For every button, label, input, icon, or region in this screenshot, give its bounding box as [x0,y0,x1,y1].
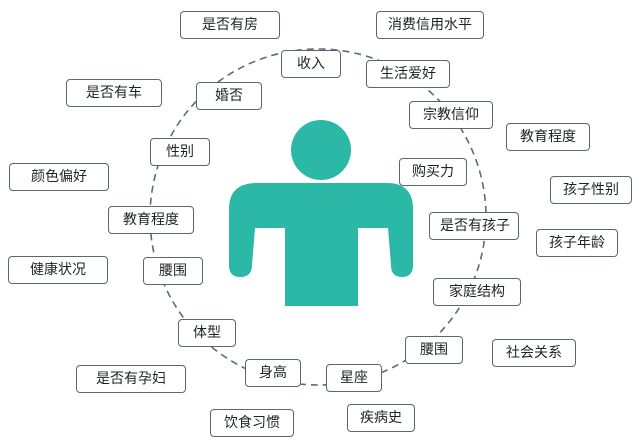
tag-constellation: 星座 [326,364,382,392]
tag-child-gender: 孩子性别 [550,176,632,204]
tag-family-structure: 家庭结构 [433,278,521,306]
tag-income: 收入 [281,50,341,78]
tag-purchasing-power: 购买力 [399,158,467,186]
tag-color-preference: 颜色偏好 [9,163,109,191]
tag-education-right: 教育程度 [506,123,590,151]
tag-pregnant: 是否有孕妇 [76,365,186,393]
tag-has-car: 是否有车 [66,79,162,107]
tag-has-house: 是否有房 [180,11,280,39]
tag-has-child: 是否有孩子 [429,212,519,240]
tag-diet-habits: 饮食习惯 [210,409,294,437]
tag-social-relations: 社会关系 [492,339,576,367]
tag-height: 身高 [245,359,301,387]
tag-body-type: 体型 [178,319,236,347]
tag-child-age: 孩子年龄 [536,229,618,257]
tag-waist-right: 腰围 [405,336,463,364]
tag-life-hobbies: 生活爱好 [366,60,450,88]
tag-waist-left: 腰围 [143,257,203,285]
tag-medical-history: 疾病史 [347,404,415,432]
tag-religion: 宗教信仰 [409,101,493,129]
tag-marital: 婚否 [196,82,262,110]
tag-consumption-credit: 消费信用水平 [376,11,484,39]
tag-education-left: 教育程度 [108,206,194,234]
tag-health: 健康状况 [8,256,108,284]
tag-gender: 性别 [150,138,210,166]
